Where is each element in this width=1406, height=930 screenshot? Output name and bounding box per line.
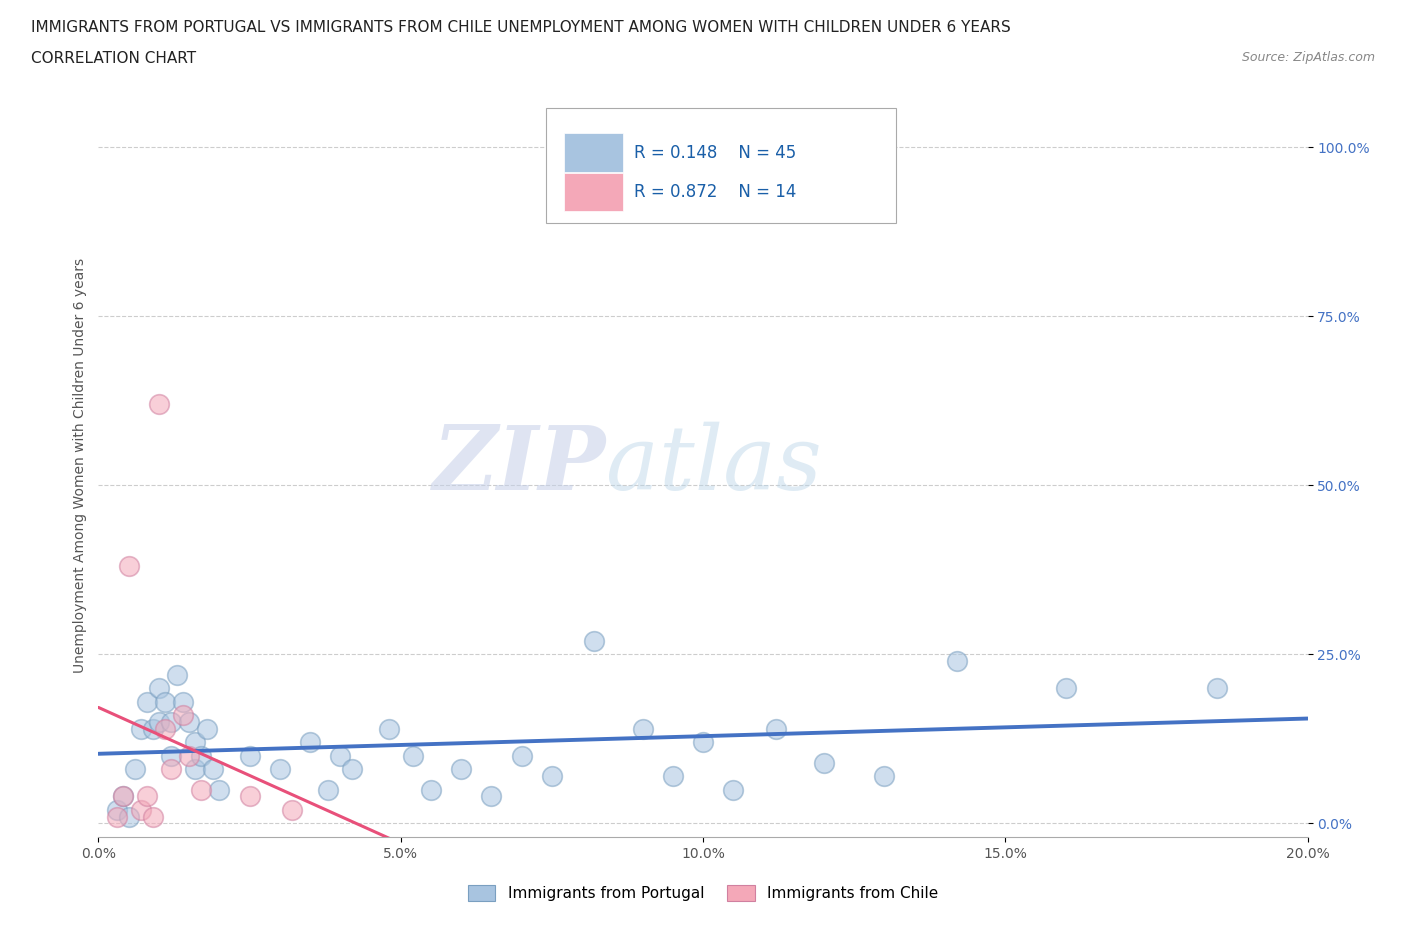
Point bbox=[135, 789, 157, 804]
Text: R = 0.148    N = 45: R = 0.148 N = 45 bbox=[634, 143, 796, 162]
Point bbox=[631, 722, 654, 737]
Point bbox=[148, 397, 170, 412]
Point bbox=[281, 803, 304, 817]
Point bbox=[342, 762, 364, 777]
Point bbox=[583, 633, 606, 648]
FancyBboxPatch shape bbox=[564, 133, 623, 172]
Point bbox=[135, 695, 157, 710]
Text: IMMIGRANTS FROM PORTUGAL VS IMMIGRANTS FROM CHILE UNEMPLOYMENT AMONG WOMEN WITH : IMMIGRANTS FROM PORTUGAL VS IMMIGRANTS F… bbox=[31, 20, 1011, 35]
Point bbox=[377, 722, 399, 737]
Text: CORRELATION CHART: CORRELATION CHART bbox=[31, 51, 195, 66]
Point bbox=[129, 803, 152, 817]
Point bbox=[1054, 681, 1077, 696]
Text: atlas: atlas bbox=[606, 421, 823, 509]
FancyBboxPatch shape bbox=[546, 108, 897, 223]
Point bbox=[402, 749, 425, 764]
Point bbox=[148, 681, 170, 696]
Point bbox=[540, 769, 562, 784]
Point bbox=[160, 714, 183, 729]
Point bbox=[813, 755, 835, 770]
Point bbox=[129, 722, 152, 737]
Point bbox=[124, 762, 146, 777]
Point bbox=[172, 695, 194, 710]
Point bbox=[184, 762, 207, 777]
Point bbox=[172, 708, 194, 723]
Point bbox=[765, 722, 787, 737]
Text: Source: ZipAtlas.com: Source: ZipAtlas.com bbox=[1241, 51, 1375, 64]
Point bbox=[202, 762, 225, 777]
Point bbox=[510, 749, 533, 764]
Point bbox=[239, 749, 262, 764]
Point bbox=[269, 762, 291, 777]
Point bbox=[105, 809, 128, 824]
Text: R = 0.872    N = 14: R = 0.872 N = 14 bbox=[634, 183, 796, 201]
Point bbox=[153, 695, 176, 710]
Point bbox=[299, 735, 322, 750]
Point bbox=[177, 714, 201, 729]
Point bbox=[1206, 681, 1229, 696]
FancyBboxPatch shape bbox=[564, 173, 623, 211]
Point bbox=[721, 782, 744, 797]
Point bbox=[661, 769, 683, 784]
Point bbox=[111, 789, 134, 804]
Point bbox=[208, 782, 231, 797]
Point bbox=[329, 749, 352, 764]
Point bbox=[195, 722, 218, 737]
Y-axis label: Unemployment Among Women with Children Under 6 years: Unemployment Among Women with Children U… bbox=[73, 258, 87, 672]
Point bbox=[111, 789, 134, 804]
Point bbox=[105, 803, 128, 817]
Point bbox=[142, 722, 165, 737]
Point bbox=[118, 809, 141, 824]
Point bbox=[239, 789, 262, 804]
Point bbox=[190, 782, 212, 797]
Point bbox=[166, 667, 188, 682]
Point bbox=[184, 735, 207, 750]
Legend: Immigrants from Portugal, Immigrants from Chile: Immigrants from Portugal, Immigrants fro… bbox=[461, 879, 945, 908]
Point bbox=[450, 762, 472, 777]
Point bbox=[177, 749, 201, 764]
Point bbox=[160, 749, 183, 764]
Text: ZIP: ZIP bbox=[433, 421, 606, 509]
Point bbox=[118, 559, 141, 574]
Point bbox=[946, 654, 969, 669]
Point bbox=[142, 809, 165, 824]
Point bbox=[190, 749, 212, 764]
Point bbox=[419, 782, 441, 797]
Point bbox=[153, 722, 176, 737]
Point bbox=[316, 782, 339, 797]
Point bbox=[481, 789, 503, 804]
Point bbox=[160, 762, 183, 777]
Point bbox=[692, 735, 714, 750]
Point bbox=[148, 714, 170, 729]
Point bbox=[873, 769, 896, 784]
